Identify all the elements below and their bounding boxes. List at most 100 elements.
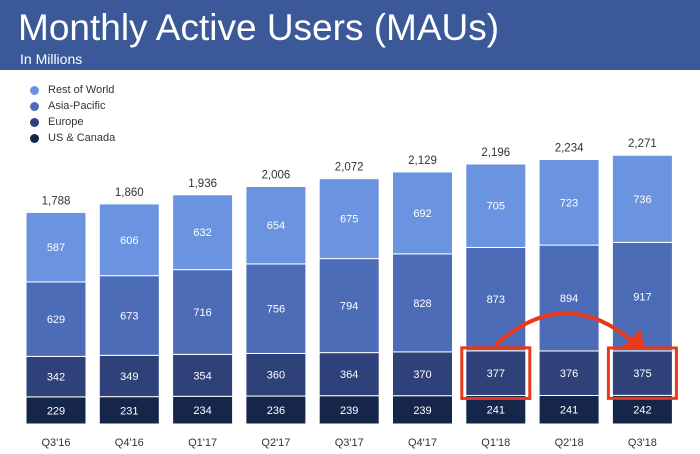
data-label-europe-q2-18: 376: [560, 368, 578, 380]
bar-segment-rest-of-world-q3-18: [611, 154, 673, 243]
x-tick-label-q3-16: Q3'16: [41, 437, 70, 449]
x-tick-label-q2-17: Q2'17: [261, 437, 290, 449]
bar-segment-rest-of-world-q4-17: [392, 171, 453, 255]
bar-segment-asia-pacific-q2-18: [538, 244, 600, 352]
bar-segment-us-canada-q3-18: [611, 394, 673, 425]
legend-label: Asia-Pacific: [48, 100, 106, 112]
bar-segment-us-canada-q3-17: [318, 395, 380, 425]
bar-segment-europe-q3-18: [611, 350, 673, 396]
x-tick-label-q2-18: Q2'18: [555, 437, 584, 449]
data-label-us-canada-q3-16: 229: [47, 405, 65, 417]
legend-swatch-europe: [30, 117, 39, 127]
data-label-asia-pacific-q1-17: 716: [193, 307, 211, 319]
data-label-us-canada-q2-18: 241: [560, 405, 578, 417]
highlight-box-q3-18: [606, 346, 678, 400]
highlight-box-q1-18: [460, 346, 532, 400]
data-label-asia-pacific-q1-18: 873: [487, 294, 505, 306]
bar-segment-europe-q1-18: [465, 350, 527, 396]
bar-segment-rest-of-world-q2-17: [245, 185, 307, 265]
data-label-rest-of-world-q1-17: 632: [193, 227, 211, 239]
bar-total-label-q4-17: 2,129: [408, 155, 437, 167]
x-tick-label-q1-17: Q1'17: [188, 437, 217, 449]
legend-label: Europe: [48, 116, 84, 128]
bar-segment-rest-of-world-q4-16: [98, 203, 160, 277]
bar-segment-us-canada-q2-18: [538, 394, 600, 425]
data-label-us-canada-q2-17: 236: [267, 405, 285, 417]
data-label-us-canada-q1-17: 234: [193, 405, 211, 417]
bar-segment-us-canada-q1-17: [172, 395, 234, 425]
chart-legend: Rest of World Asia-Pacific Europe US & C…: [30, 82, 115, 146]
bar-segment-rest-of-world-q2-18: [538, 158, 600, 246]
x-tick-label-q1-18: Q1'18: [481, 437, 510, 449]
title-banner: Monthly Active Users (MAUs) In Millions: [0, 0, 700, 70]
x-tick-label-q3-17: Q3'17: [335, 437, 364, 449]
data-label-rest-of-world-q2-18: 723: [560, 197, 578, 209]
legend-label: Rest of World: [48, 84, 115, 96]
legend-swatch-asia-pacific: [30, 101, 39, 111]
bar-total-label-q4-16: 1,860: [115, 187, 144, 199]
bar-segment-europe-q4-17: [392, 351, 453, 397]
page-subtitle: In Millions: [20, 51, 83, 67]
bar-segment-asia-pacific-q1-17: [172, 269, 234, 355]
legend-item-rest-of-world: Rest of World: [30, 82, 115, 98]
legend-label: US & Canada: [48, 132, 116, 144]
data-label-us-canada-q1-18: 241: [487, 405, 505, 417]
bar-segment-rest-of-world-q1-17: [172, 194, 234, 271]
bar-segment-asia-pacific-q1-18: [465, 246, 527, 352]
bar-segment-asia-pacific-q3-17: [318, 258, 380, 354]
data-label-asia-pacific-q3-17: 794: [340, 301, 358, 313]
bar-segment-rest-of-world-q1-18: [465, 163, 527, 248]
bar-segment-europe-q3-16: [25, 355, 87, 398]
data-label-europe-q3-16: 342: [47, 372, 65, 384]
x-tick-label-q3-18: Q3'18: [628, 437, 657, 449]
data-label-europe-q1-17: 354: [193, 370, 211, 382]
data-label-us-canada-q4-17: 239: [413, 405, 431, 417]
bar-total-label-q3-16: 1,788: [42, 195, 71, 207]
data-label-asia-pacific-q2-18: 894: [560, 293, 578, 305]
data-label-rest-of-world-q3-16: 587: [47, 242, 65, 254]
bar-total-label-q1-18: 2,196: [481, 147, 510, 159]
x-tick-label-q4-16: Q4'16: [115, 437, 144, 449]
data-label-rest-of-world-q4-16: 606: [120, 235, 138, 247]
data-label-asia-pacific-q4-16: 673: [120, 310, 138, 322]
bar-segment-rest-of-world-q3-17: [318, 178, 380, 260]
legend-swatch-rest-of-world: [30, 85, 39, 95]
highlight-arrow-head: [622, 328, 645, 347]
bar-segment-rest-of-world-q3-16: [25, 211, 87, 283]
data-label-rest-of-world-q1-18: 705: [487, 201, 505, 213]
bar-segment-us-canada-q2-17: [245, 395, 307, 425]
data-label-asia-pacific-q2-17: 756: [267, 304, 285, 316]
legend-item-europe: Europe: [30, 114, 115, 130]
bar-segment-us-canada-q1-18: [465, 394, 527, 425]
data-label-us-canada-q3-17: 239: [340, 405, 358, 417]
data-label-europe-q2-17: 360: [267, 370, 285, 382]
data-label-rest-of-world-q3-17: 675: [340, 214, 358, 226]
data-label-europe-q1-18: 377: [487, 368, 505, 380]
bar-total-label-q3-17: 2,072: [335, 162, 364, 174]
bar-segment-europe-q4-16: [98, 354, 160, 398]
data-label-us-canada-q4-16: 231: [120, 405, 138, 417]
legend-swatch-us-canada: [30, 133, 39, 143]
data-label-europe-q3-17: 364: [340, 369, 358, 381]
legend-item-asia-pacific: Asia-Pacific: [30, 98, 115, 114]
data-label-us-canada-q3-18: 242: [633, 405, 651, 417]
bar-segment-europe-q2-18: [538, 350, 600, 396]
legend-item-us-canada: US & Canada: [30, 130, 115, 146]
page-title: Monthly Active Users (MAUs): [18, 7, 500, 48]
data-label-asia-pacific-q3-18: 917: [633, 292, 651, 304]
bar-segment-asia-pacific-q4-16: [98, 275, 160, 356]
bar-total-label-q1-17: 1,936: [188, 178, 217, 190]
data-label-rest-of-world-q2-17: 654: [267, 220, 285, 232]
bar-segment-europe-q3-17: [318, 352, 380, 397]
data-label-rest-of-world-q4-17: 692: [413, 208, 431, 220]
data-label-asia-pacific-q3-16: 629: [47, 314, 65, 326]
bar-segment-europe-q2-17: [245, 352, 307, 397]
bar-total-label-q3-18: 2,271: [628, 138, 657, 150]
data-label-europe-q4-16: 349: [120, 371, 138, 383]
data-label-europe-q3-18: 375: [633, 368, 651, 380]
highlight-arrow-curve: [494, 311, 636, 347]
bar-total-label-q2-18: 2,234: [555, 142, 584, 154]
bar-total-label-q2-17: 2,006: [262, 169, 291, 181]
bar-segment-asia-pacific-q2-17: [245, 263, 307, 354]
